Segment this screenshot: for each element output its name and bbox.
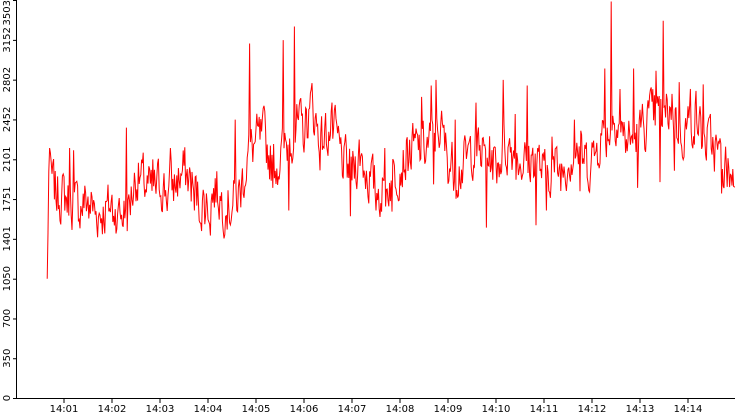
x-tick-label: 14:04 <box>194 404 223 415</box>
x-tick-label: 14:05 <box>242 404 271 415</box>
x-tick-label: 14:12 <box>578 404 607 415</box>
y-tick-label: 2101 <box>2 147 13 172</box>
y-tick-label: 3503 <box>2 0 13 25</box>
y-tick-label: 1401 <box>2 226 13 251</box>
y-tick-label: 2802 <box>2 67 13 92</box>
x-axis-ticks: 14:01 14:02 14:03 14:04 14:05 14:06 14:07 14:08… <box>50 398 703 415</box>
x-tick-label: 14:13 <box>626 404 655 415</box>
x-tick-label: 14:08 <box>386 404 415 415</box>
x-tick-label: 14:11 <box>530 404 559 415</box>
y-tick-label: 1050 <box>2 266 13 291</box>
x-tick-label: 14:14 <box>674 404 703 415</box>
x-tick-label: 14:10 <box>482 404 511 415</box>
series-line <box>46 1 735 279</box>
x-tick-label: 14:09 <box>434 404 463 415</box>
y-tick-label: 0 <box>2 395 13 401</box>
y-tick-label: 350 <box>2 349 13 368</box>
x-tick-label: 14:06 <box>290 404 319 415</box>
y-axis-ticks: 0 350 700 1050 1401 1751 2101 2452 2802 3152 3503 <box>2 0 17 401</box>
x-tick-label: 14:07 <box>338 404 367 415</box>
y-tick-label: 1751 <box>2 186 13 211</box>
y-tick-label: 2452 <box>2 107 13 132</box>
x-tick-label: 14:03 <box>146 404 175 415</box>
y-tick-label: 700 <box>2 309 13 328</box>
x-tick-label: 14:01 <box>50 404 79 415</box>
x-tick-label: 14:02 <box>98 404 127 415</box>
y-tick-label: 3152 <box>2 27 13 52</box>
plot-area <box>46 1 735 279</box>
